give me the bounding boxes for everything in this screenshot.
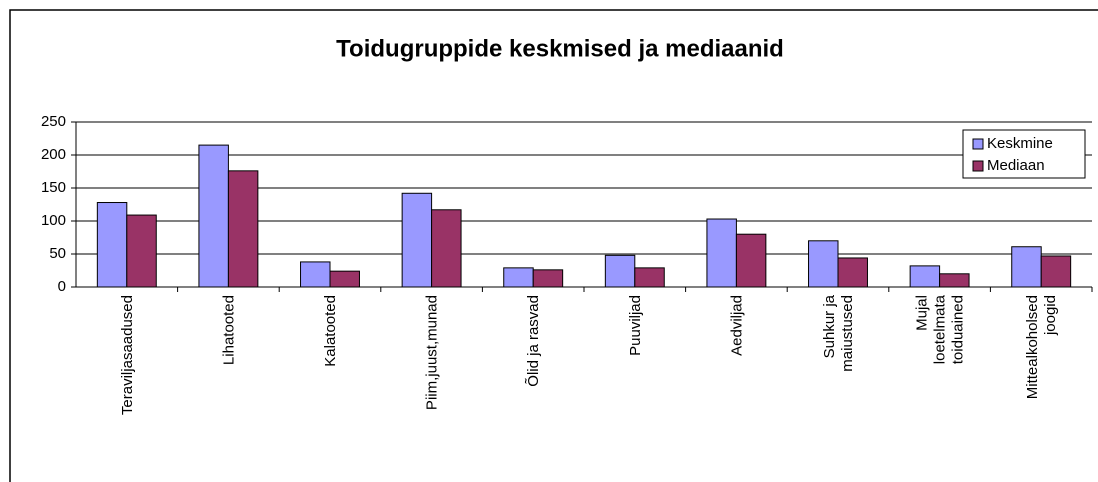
legend-swatch bbox=[972, 160, 984, 172]
bar bbox=[634, 267, 665, 288]
chart-frame bbox=[9, 9, 1098, 482]
legend-label: Mediaan bbox=[987, 157, 1045, 174]
bar bbox=[706, 218, 737, 288]
x-tick-label: Aedviljad bbox=[728, 295, 745, 356]
x-tick-label: Puuviljad bbox=[627, 295, 644, 356]
x-tick-label: Piim,juust,munad bbox=[424, 295, 441, 410]
legend-swatch bbox=[972, 138, 984, 150]
chart-title: Toidugruppide keskmised ja mediaanid bbox=[336, 35, 784, 62]
bar bbox=[227, 170, 259, 288]
bar bbox=[329, 270, 360, 288]
x-tick-label: Kalatooted bbox=[322, 295, 339, 367]
x-tick-label: Mujalloetelmatatoiduained bbox=[914, 294, 967, 364]
y-tick-label: 200 bbox=[41, 146, 66, 163]
bar bbox=[735, 233, 767, 288]
bar bbox=[431, 209, 462, 288]
y-tick-label: 150 bbox=[41, 179, 66, 196]
bar bbox=[808, 240, 839, 288]
bar bbox=[1040, 255, 1072, 288]
bar bbox=[532, 269, 564, 288]
y-tick-label: 250 bbox=[41, 113, 66, 130]
y-tick-label: 0 bbox=[58, 278, 66, 295]
bar bbox=[939, 273, 970, 288]
bar bbox=[198, 144, 229, 288]
bar bbox=[909, 265, 941, 288]
bar bbox=[503, 267, 534, 288]
x-tick-label: Mittealkoholsedjoogid bbox=[1024, 295, 1059, 399]
y-tick-label: 100 bbox=[41, 212, 66, 229]
bar bbox=[604, 254, 636, 288]
bar bbox=[1011, 246, 1042, 288]
bar bbox=[126, 214, 157, 288]
legend-label: Keskmine bbox=[987, 135, 1053, 152]
x-tick-label: Teraviljasaadused bbox=[119, 295, 136, 415]
x-tick-label: Suhkur jamaiustused bbox=[821, 294, 856, 371]
bar bbox=[401, 192, 433, 288]
bar bbox=[837, 257, 868, 288]
y-tick-label: 50 bbox=[49, 245, 66, 262]
bar bbox=[300, 261, 331, 288]
bar bbox=[96, 202, 128, 288]
x-tick-label: Lihatooted bbox=[220, 295, 237, 365]
x-tick-label: Õlid ja rasvad bbox=[525, 295, 542, 387]
